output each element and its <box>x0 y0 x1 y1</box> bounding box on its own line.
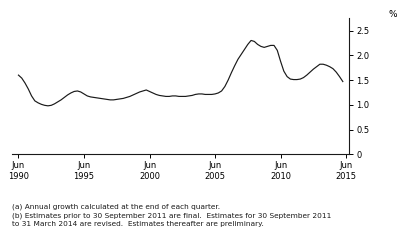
Text: (a) Annual growth calculated at the end of each quarter.
(b) Estimates prior to : (a) Annual growth calculated at the end … <box>12 204 331 227</box>
Y-axis label: %: % <box>389 10 397 19</box>
